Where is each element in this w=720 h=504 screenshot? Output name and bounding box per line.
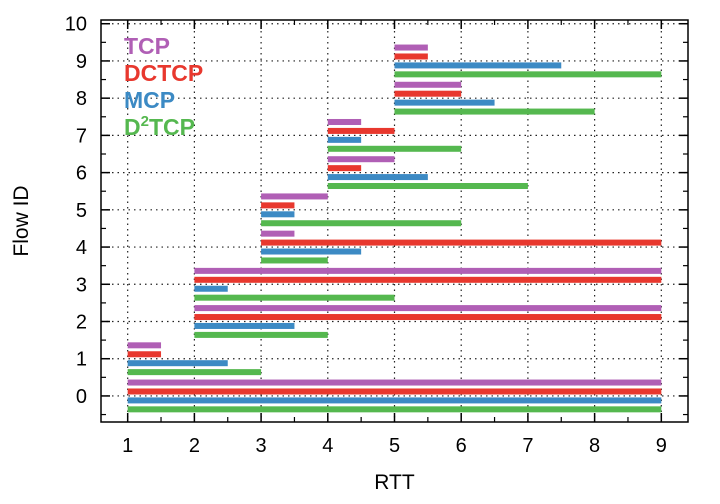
bars-group — [127, 44, 662, 413]
bar-tcp-flow-7 — [327, 118, 362, 125]
x-tick-labels: 1 2 3 4 5 6 7 8 9 — [122, 435, 667, 457]
y-tick-label: 6 — [76, 163, 87, 185]
bar-dctcp-flow-1 — [127, 351, 162, 358]
bar-tcp-flow-2 — [194, 305, 662, 312]
bar-tcp-flow-3 — [194, 267, 662, 274]
bar-mcp-flow-0 — [127, 397, 662, 404]
x-tick-label: 4 — [322, 435, 333, 457]
bar-tcp-flow-4 — [261, 230, 295, 237]
bar-mcp-flow-8 — [394, 99, 495, 106]
y-tick-labels: 0 1 2 3 4 5 6 7 8 9 10 — [65, 14, 87, 408]
bar-dctcp-flow-6 — [327, 165, 362, 172]
bar-mcp-flow-6 — [327, 174, 428, 181]
x-tick-label: 1 — [122, 435, 133, 457]
x-tick-label: 2 — [189, 435, 200, 457]
y-tick-label: 1 — [76, 349, 87, 371]
bar-mcp-flow-4 — [261, 248, 362, 255]
bar-d2tcp-flow-9 — [394, 71, 662, 78]
bar-dctcp-flow-5 — [261, 202, 295, 209]
legend-item-d2tcp: D2TCP — [124, 113, 195, 140]
bar-dctcp-flow-2 — [194, 314, 662, 321]
y-tick-label: 5 — [76, 200, 87, 222]
bar-d2tcp-flow-4 — [261, 257, 328, 264]
bar-tcp-flow-9 — [394, 44, 428, 51]
y-tick-label: 3 — [76, 274, 87, 296]
bar-mcp-flow-2 — [194, 322, 295, 329]
bar-dctcp-flow-0 — [127, 388, 662, 395]
x-axis-label: RTT — [374, 471, 415, 494]
bar-d2tcp-flow-2 — [194, 331, 328, 338]
bar-d2tcp-flow-8 — [394, 108, 595, 115]
y-tick-label: 10 — [65, 14, 87, 36]
bar-tcp-flow-1 — [127, 342, 162, 349]
bar-tcp-flow-6 — [327, 156, 395, 163]
bar-tcp-flow-0 — [127, 379, 662, 386]
x-tick-label: 3 — [256, 435, 267, 457]
y-tick-label: 9 — [76, 51, 87, 73]
bar-d2tcp-flow-0 — [127, 406, 662, 413]
bar-tcp-flow-5 — [261, 193, 328, 200]
bar-mcp-flow-9 — [394, 62, 562, 69]
legend-item-mcp: MCP — [124, 87, 175, 113]
legend-item-dctcp: DCTCP — [124, 60, 203, 86]
x-tick-label: 8 — [589, 435, 600, 457]
bar-dctcp-flow-4 — [261, 239, 662, 246]
bar-d2tcp-flow-7 — [327, 145, 462, 152]
bar-mcp-flow-1 — [127, 360, 228, 367]
bar-tcp-flow-8 — [394, 81, 462, 88]
y-tick-label: 7 — [76, 125, 87, 147]
y-tick-label: 8 — [76, 88, 87, 110]
bar-mcp-flow-5 — [261, 211, 295, 218]
axis-ticks — [101, 20, 688, 422]
x-tick-label: 9 — [656, 435, 667, 457]
x-tick-label: 5 — [389, 435, 400, 457]
bar-d2tcp-flow-3 — [194, 294, 395, 301]
x-tick-label: 7 — [522, 435, 533, 457]
bar-dctcp-flow-8 — [394, 90, 462, 97]
bar-dctcp-flow-3 — [194, 276, 662, 283]
bar-dctcp-flow-7 — [327, 127, 395, 134]
y-tick-label: 4 — [76, 237, 87, 259]
y-tick-label: 0 — [76, 386, 87, 408]
bar-mcp-flow-3 — [194, 285, 228, 292]
y-axis-label: Flow ID — [10, 185, 33, 256]
bar-dctcp-flow-9 — [394, 53, 428, 60]
x-tick-label: 6 — [456, 435, 467, 457]
bar-d2tcp-flow-6 — [327, 183, 528, 190]
bar-mcp-flow-7 — [327, 136, 362, 143]
bar-d2tcp-flow-5 — [261, 220, 462, 227]
y-tick-label: 2 — [76, 312, 87, 334]
bar-d2tcp-flow-1 — [127, 369, 262, 376]
legend-item-tcp: TCP — [124, 33, 170, 59]
